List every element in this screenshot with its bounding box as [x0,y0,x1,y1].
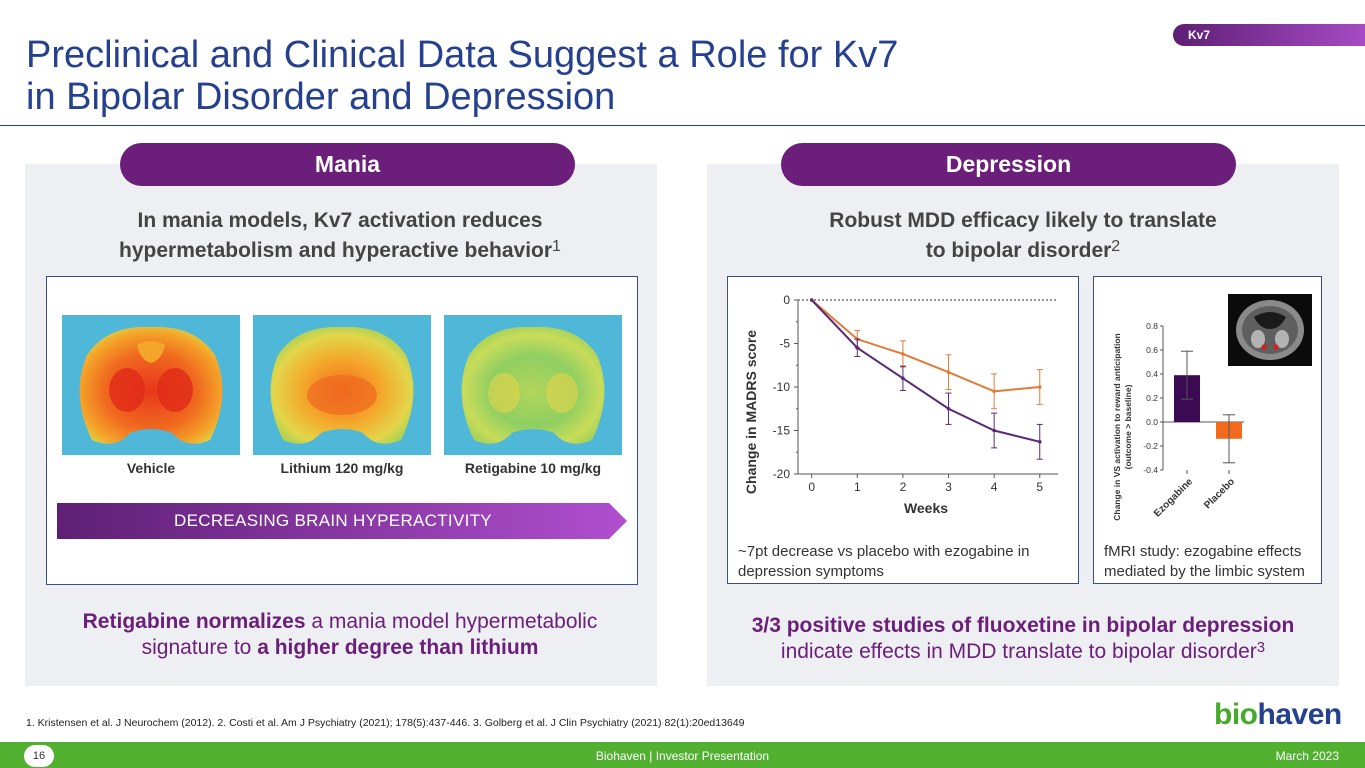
fmri-y-tick-label: 0.4 [1146,369,1158,379]
brain-images-box: Vehicle Lithium 120 mg/kg Retigabine 10 … [46,276,638,585]
madrs-x-axis-label: Weeks [904,500,948,516]
madrs-y-tick-label: -15 [773,424,791,438]
fmri-y-tick-label: -0.4 [1143,465,1158,475]
madrs-y-axis-label: Change in MADRS score [743,330,759,494]
decreasing-arrow [57,503,627,539]
depression-conclusion-ref: 3 [1256,639,1266,656]
madrs-x-tick-label: 2 [900,480,907,494]
fmri-brain-scan [1228,294,1312,366]
madrs-x-tick-label: 0 [808,480,815,494]
depression-conclusion-text: indicate effects in MDD translate to bip… [780,640,1257,663]
mania-conclusion-text-1: a mania model hypermetabolic [305,610,598,633]
madrs-line-chart: Change in MADRS score Weeks 0 -5 -10 -15 -20… [743,293,1058,516]
depression-subtitle-line-1: Robust MDD efficacy likely to translate [829,209,1217,232]
madrs-placebo-point [946,370,951,375]
footer-bar: 16 Biohaven | Investor Presentation Marc… [0,742,1365,768]
depression-conclusion-bold: 3/3 positive studies of fluoxetine in bi… [751,614,1295,637]
madrs-x-tick-label: 4 [991,480,998,494]
madrs-ezogabine-point [992,428,996,433]
fmri-category-label-ezogabine: Ezogabine [1152,476,1195,519]
brain-image-retigabine [444,315,622,455]
madrs-x-tick-label: 5 [1036,480,1043,494]
mania-subtitle-line-1: In mania models, Kv7 activation reduces [137,209,543,232]
madrs-chart-caption: ~7pt decrease vs placebo with ezogabine … [738,543,1030,580]
mania-conclusion-text-2: signature to [141,636,258,659]
title-line-1: Preclinical and Clinical Data Suggest a … [26,34,899,76]
mania-subtitle-line-2: hypermetabolism and hyperactive behavior [119,239,553,262]
madrs-y-tick-label: 0 [783,293,790,307]
brain-label-lithium: Lithium 120 mg/kg [280,460,404,476]
page-title: Preclinical and Clinical Data Suggest a … [26,34,1026,118]
footnote: 1. Kristensen et al. J Neurochem (2012).… [26,717,745,729]
decreasing-arrow-label: DECREASING BRAIN HYPERACTIVITY [174,511,492,530]
fmri-y-tick-label: 0.0 [1146,417,1158,427]
madrs-y-tick-label: -5 [779,337,790,351]
fmri-y-tick-label: 0.6 [1146,345,1158,355]
mania-conclusion-bold-1: Retigabine normalizes [82,610,306,633]
page-number: 16 [24,745,54,767]
depression-subtitle: Robust MDD efficacy likely to translate … [723,206,1323,266]
madrs-placebo-point [1037,385,1042,389]
madrs-y-tick-label: -10 [773,380,791,394]
depression-header-pill: Depression [781,143,1236,186]
footer-center-text: Biohaven | Investor Presentation [595,749,770,763]
mania-conclusion: Retigabine normalizes a mania model hype… [40,609,640,661]
madrs-chart-box: Change in MADRS score Weeks 0 -5 -10 -15 -20… [727,276,1079,584]
madrs-x-tick-label: 3 [945,480,952,494]
depression-footnote-ref: 2 [1111,238,1121,255]
mania-header-pill: Mania [120,143,575,186]
madrs-x-tick-label: 1 [854,480,861,494]
biohaven-logo: biohaven [1214,698,1342,732]
depression-conclusion: 3/3 positive studies of fluoxetine in bi… [708,613,1338,665]
footer-date: March 2023 [1275,749,1339,763]
depression-subtitle-line-2: to bipolar disorder [925,239,1112,262]
fmri-y-tick-label: 0.8 [1146,321,1158,331]
logo-part-1: bio [1214,698,1258,731]
brain-image-lithium [253,315,431,455]
madrs-ezogabine-point [809,298,814,302]
fmri-category-label-placebo: Placebo [1202,476,1237,511]
title-divider [0,125,1365,126]
madrs-series-placebo-line [811,299,1040,393]
fmri-y-tick-label: -0.2 [1143,441,1158,451]
fmri-bar-chart: Change in VS activation to reward antici… [1112,294,1312,521]
fmri-chart-caption: fMRI study: ezogabine effects mediated b… [1104,543,1305,580]
brain-image-vehicle [62,315,240,455]
fmri-y-axis-label-line-1: Change in VS activation to reward antici… [1112,333,1122,521]
madrs-y-tick-label: -20 [773,467,791,481]
madrs-ezogabine-point [855,346,860,350]
madrs-placebo-point [992,389,996,394]
madrs-series-ezogabine-line [810,299,1040,443]
madrs-ezogabine-point [946,406,951,411]
mania-conclusion-bold-2: a higher degree than lithium [257,636,539,659]
fmri-chart-box: Change in VS activation to reward antici… [1093,276,1322,584]
madrs-placebo-point [901,352,905,356]
fmri-y-tick-label: 0.2 [1146,393,1158,403]
fmri-y-axis-label-line-2: (outcome > baseline) [1123,384,1133,469]
section-tag: Kv7 [1173,24,1365,46]
logo-part-2: haven [1257,698,1343,731]
brain-label-retigabine: Retigabine 10 mg/kg [464,460,602,476]
madrs-ezogabine-point [901,376,905,381]
mania-subtitle: In mania models, Kv7 activation reduces … [40,206,640,266]
madrs-ezogabine-point [1037,440,1042,444]
brain-label-vehicle: Vehicle [126,460,176,476]
mania-footnote-ref: 1 [552,238,561,255]
title-line-2: in Bipolar Disorder and Depression [26,76,616,118]
